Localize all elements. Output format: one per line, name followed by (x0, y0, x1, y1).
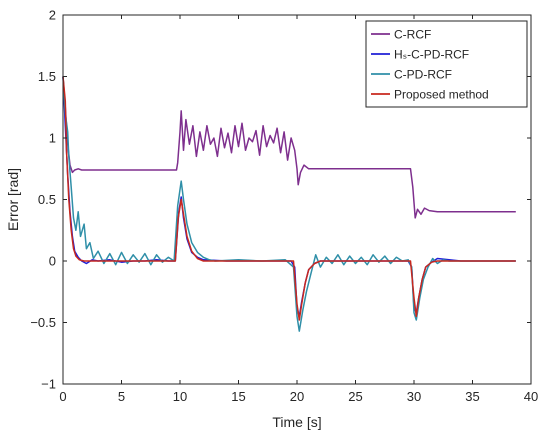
y-tick-label: 0 (49, 254, 56, 269)
y-tick-label: −1 (41, 377, 56, 392)
legend-entry-label: C-PD-RCF (394, 68, 452, 82)
x-tick-label: 5 (118, 389, 125, 404)
legend-entry-label: Proposed method (394, 88, 489, 102)
x-tick-label: 0 (59, 389, 66, 404)
series-layer (62, 76, 516, 332)
x-tick-label: 25 (348, 389, 362, 404)
legend-box (365, 20, 528, 108)
legend-entry-label: C-RCF (394, 28, 431, 42)
x-tick-label: 10 (173, 389, 187, 404)
y-tick-label: −0.5 (30, 315, 56, 330)
x-axis-label: Time [s] (272, 414, 321, 430)
legend: C-RCF Hₛ-C-PD-RCF C-PD-RCF Proposed method (365, 20, 528, 108)
tick-layer: 0 5 10 15 20 25 30 35 40 −1 −0.5 0 0.5 1 1.5 2 (30, 8, 538, 405)
series-line-4 (62, 76, 516, 321)
x-tick-label: 20 (290, 389, 304, 404)
x-tick-label: 30 (407, 389, 421, 404)
x-tick-label: 35 (465, 389, 479, 404)
x-tick-label: 40 (524, 389, 538, 404)
y-axis-label: Error [rad] (5, 168, 21, 231)
y-tick-label: 0.5 (38, 192, 56, 207)
y-tick-label: 1 (49, 131, 56, 146)
x-tick-label: 15 (231, 389, 245, 404)
series-line-1 (62, 76, 516, 219)
y-tick-label: 1.5 (38, 69, 56, 84)
legend-entry-label: Hₛ-C-PD-RCF (394, 48, 469, 62)
y-tick-label: 2 (49, 8, 56, 23)
